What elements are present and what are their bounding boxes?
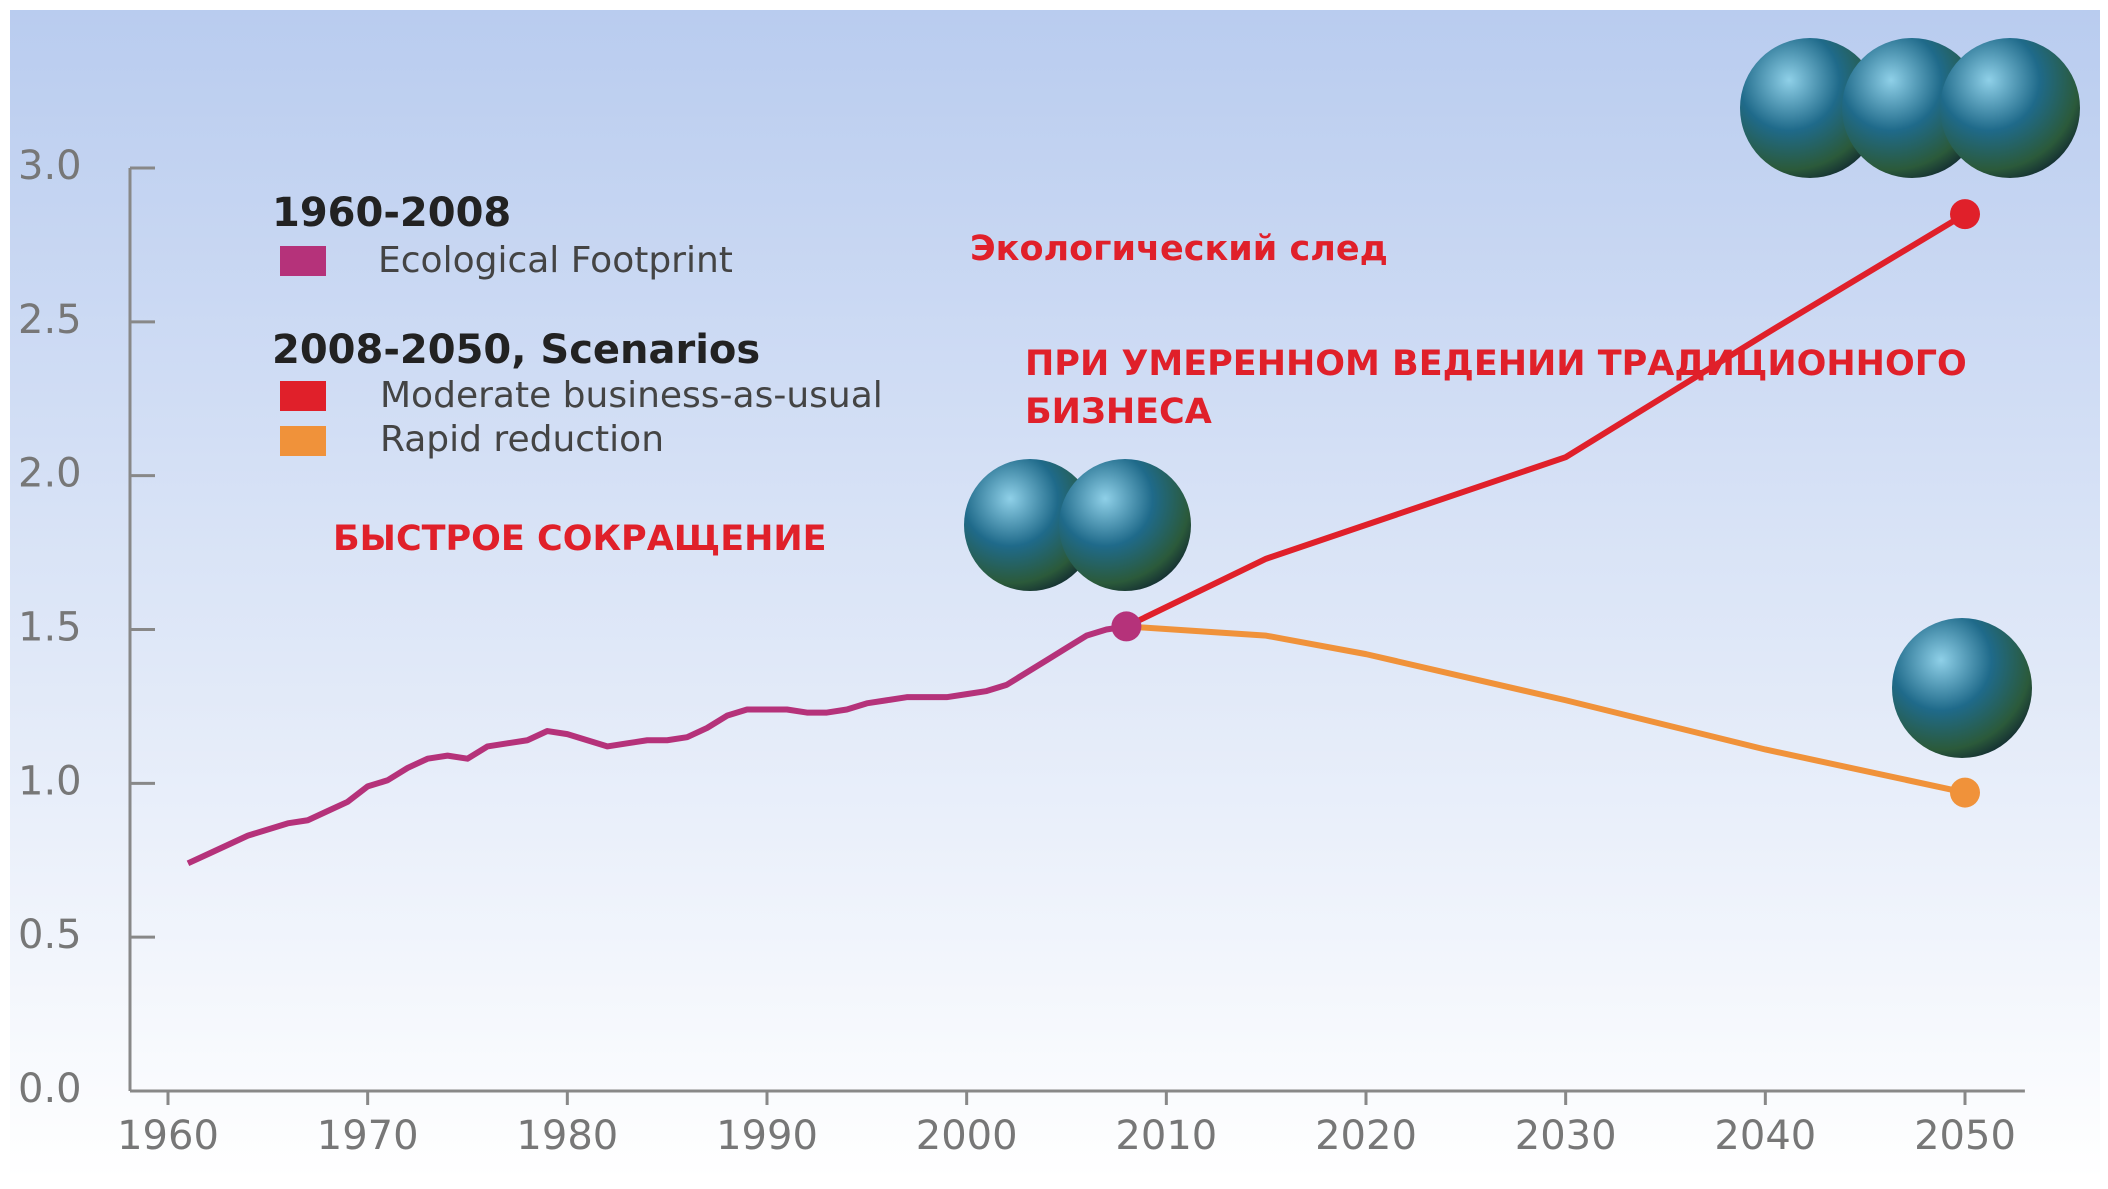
end-marker — [1950, 777, 1980, 808]
legend-swatch — [280, 381, 326, 411]
x-tick-label: 2020 — [1315, 1113, 1417, 1159]
y-tick-label: 0.5 — [18, 912, 82, 958]
annotation: БЫСТРОЕ СОКРАЩЕНИЕ — [333, 519, 827, 559]
x-tick-label: 1980 — [516, 1113, 618, 1159]
globe — [1059, 459, 1191, 591]
end-marker — [1111, 611, 1142, 642]
y-tick-label: 1.5 — [18, 605, 82, 651]
globes — [964, 38, 2080, 758]
x-tick-label: 1990 — [716, 1113, 818, 1159]
legend-heading: 2008-2050, Scenarios — [272, 327, 760, 373]
legend-swatch — [280, 426, 326, 456]
globe — [1892, 618, 2032, 758]
series-line — [1125, 211, 1967, 630]
series-line — [186, 623, 1127, 867]
series-line — [1126, 623, 1966, 796]
globe — [964, 459, 1096, 591]
globe — [1842, 38, 1982, 178]
x-tick-label: 1970 — [317, 1113, 419, 1159]
y-tick-label: 1.0 — [18, 758, 82, 804]
legend-swatch — [280, 246, 326, 276]
annotation: Экологический след — [970, 229, 1388, 269]
legend-label: Moderate business-as-usual — [380, 375, 883, 416]
y-tick-label: 2.0 — [18, 451, 82, 497]
y-tick-label: 0.0 — [18, 1066, 82, 1112]
legend-label: Rapid reduction — [380, 419, 664, 460]
legend-heading: 1960-2008 — [272, 190, 511, 236]
annotation: ПРИ УМЕРЕННОМ ВЕДЕНИИ ТРАДИЦИОННОГО — [1025, 344, 1967, 384]
y-tick-label: 3.0 — [18, 143, 82, 189]
legend: 1960-2008 Ecological Footprint 2008-2050… — [272, 190, 883, 460]
globe — [1940, 38, 2080, 178]
x-tick-label: 2010 — [1115, 1113, 1217, 1159]
y-tick-label: 2.5 — [18, 297, 82, 343]
globe — [1740, 38, 1880, 178]
background — [10, 10, 2100, 1180]
x-tick-label: 2030 — [1515, 1113, 1617, 1159]
end-marker — [1950, 199, 1980, 230]
x-tick-label: 2000 — [916, 1113, 1018, 1159]
annotation: БИЗНЕСА — [1025, 392, 1212, 432]
x-tick-label: 2040 — [1714, 1113, 1816, 1159]
x-tick-label: 1960 — [117, 1113, 219, 1159]
x-tick-label: 2050 — [1914, 1113, 2016, 1159]
legend-label: Ecological Footprint — [378, 240, 733, 281]
